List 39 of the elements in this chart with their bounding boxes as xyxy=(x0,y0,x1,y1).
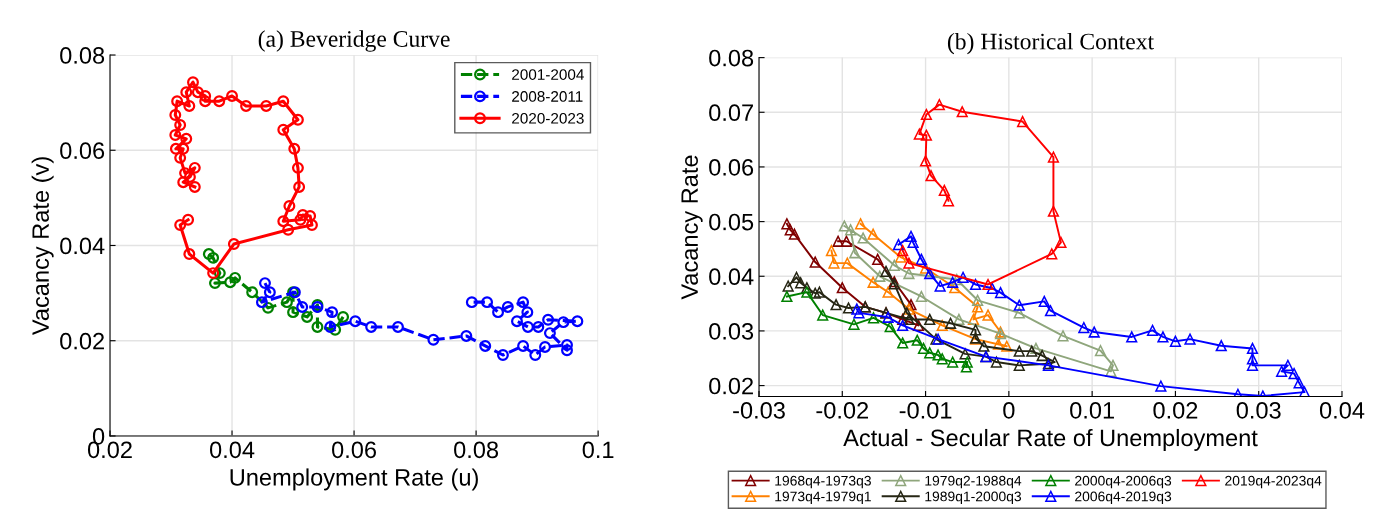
legend-label: 1979q2-1988q4 xyxy=(925,475,1022,489)
y-tick-label: 0.07 xyxy=(709,104,753,122)
legend-label: 1973q4-1979q1 xyxy=(775,491,871,505)
x-tick-label: 0.06 xyxy=(332,441,376,459)
x-axis-title: Unemployment Rate (u) xyxy=(230,468,478,491)
y-tick-label: 0.05 xyxy=(709,213,754,231)
y-tick-label: 0.03 xyxy=(709,322,754,340)
legend-label: 1989q1-2000q3 xyxy=(925,491,1022,505)
y-tick-label: 0.08 xyxy=(709,49,754,67)
y-tick-label: 0.06 xyxy=(709,159,754,176)
legend-label: 1968q4-1973q3 xyxy=(775,475,871,489)
chart-title: (b) Historical Context xyxy=(947,32,1154,55)
chart-title: (a) Beveridge Curve xyxy=(258,30,450,52)
legend-label: 2008-2011 xyxy=(512,91,583,102)
y-axis-title: Vacancy Rate (v) xyxy=(31,157,54,336)
x-axis-title: Actual - Secular Rate of Unemployment xyxy=(843,428,1258,451)
y-tick-label: 0.02 xyxy=(60,332,104,350)
x-tick-label: 0.04 xyxy=(209,441,255,459)
x-tick-label: -0.03 xyxy=(733,402,785,419)
y-tick-label: 0.04 xyxy=(60,237,105,255)
legend-label: 2006q4-2019q3 xyxy=(1075,491,1172,505)
x-tick-label: 0.04 xyxy=(1319,402,1365,419)
y-tick-label: 0.06 xyxy=(60,142,105,160)
x-tick-label: 0.01 xyxy=(1070,402,1114,419)
y-tick-label: 0.04 xyxy=(709,268,754,286)
legend-label: 2000q4-2006q3 xyxy=(1075,475,1172,489)
x-tick-label: 0 xyxy=(1003,402,1015,419)
x-tick-label: -0.02 xyxy=(816,402,869,419)
y-axis-title: Vacancy Rate xyxy=(681,155,703,300)
y-tick-label: 0.02 xyxy=(709,377,753,395)
x-tick-label: 0.03 xyxy=(1236,402,1281,419)
legend-label: 2020-2023 xyxy=(512,112,584,124)
legend-label: 2001-2004 xyxy=(512,69,584,80)
x-tick-label: -0.01 xyxy=(899,402,952,419)
x-tick-label: 0.02 xyxy=(1153,402,1198,419)
x-tick-label: 0.08 xyxy=(454,441,499,459)
x-tick-label: 0.1 xyxy=(582,441,614,459)
y-tick-label: 0.08 xyxy=(60,47,105,64)
legend-label: 2019q4-2023q4 xyxy=(1225,475,1322,489)
